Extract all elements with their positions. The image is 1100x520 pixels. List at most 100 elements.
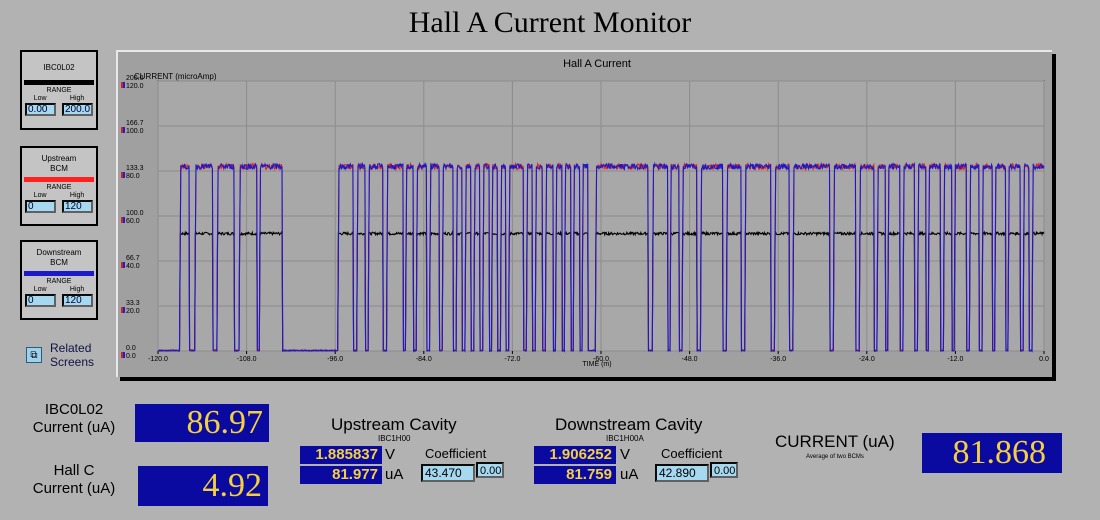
- ibc0l02-range-panel: IBC0L02 RANGE Low High: [20, 50, 98, 130]
- y-tick-marker-blue: [123, 262, 125, 268]
- upstream-coefficient-input[interactable]: 43.470: [421, 464, 475, 482]
- range-high-input[interactable]: [62, 103, 93, 116]
- y-tick-marker-red: [121, 262, 123, 268]
- related-label-2: Screens: [50, 355, 95, 369]
- y-tick-label-black: 200.0: [126, 75, 144, 82]
- hallc-current-label: Hall C Current (uA): [20, 462, 128, 498]
- label-line: Hall C: [53, 462, 95, 479]
- panel-name: Downstream BCM: [36, 248, 82, 267]
- y-tick-marker-blue: [123, 82, 125, 88]
- ibc0l02-current-value: 86.97: [135, 404, 269, 442]
- y-tick-label-colored: 60.0: [126, 218, 140, 225]
- current-chart: Hall A Current CURRENT (microAmp) TIME (…: [116, 50, 1052, 377]
- y-tick-label-black: 133.3: [126, 165, 144, 172]
- series-color-bar: [24, 271, 94, 276]
- y-tick-marker-blue: [123, 127, 125, 133]
- y-tick-label-colored: 80.0: [126, 173, 140, 180]
- low-label: Low: [33, 95, 47, 102]
- label-line: IBC0L02: [44, 401, 104, 418]
- range-low-input[interactable]: [25, 294, 56, 307]
- series-color-bar: [24, 177, 94, 182]
- upstream-bcm-range-panel: Upstream BCM RANGE Low High: [20, 146, 98, 226]
- y-tick-label-black: 166.7: [126, 120, 144, 127]
- range-label: RANGE: [46, 87, 72, 94]
- y-tick-marker-blue: [123, 307, 125, 313]
- series-color-bar: [24, 80, 94, 85]
- panel-name: IBC0L02: [43, 63, 75, 72]
- copy-windows-icon[interactable]: ⧉: [26, 347, 42, 363]
- y-tick-label-black: 66.7: [126, 255, 140, 262]
- y-tick-marker-blue: [123, 217, 125, 223]
- range-high-input[interactable]: [62, 294, 93, 307]
- y-tick-marker-blue: [123, 352, 125, 358]
- range-low-input[interactable]: [25, 200, 56, 213]
- upstream-cavity-title: Upstream Cavity: [331, 415, 457, 434]
- page-title: Hall A Current Monitor: [408, 6, 692, 39]
- downstream-offset-input[interactable]: 0.00: [710, 462, 738, 478]
- x-tick-label: -48.0: [682, 356, 698, 363]
- x-tick-label: -96.0: [327, 356, 343, 363]
- coefficient-label: Coefficient: [425, 446, 487, 461]
- range-high-input[interactable]: [62, 200, 93, 213]
- upstream-offset-input[interactable]: 0.00: [476, 462, 504, 478]
- low-label: Low: [33, 192, 47, 199]
- y-tick-label-black: 100.0: [126, 210, 144, 217]
- downstream-cavity-pv: IBC1H00A: [606, 434, 644, 443]
- x-tick-label: -108.0: [237, 356, 257, 363]
- chart-title: Hall A Current: [563, 58, 631, 70]
- y-tick-label-black: 33.3: [126, 300, 140, 307]
- range-label: RANGE: [46, 278, 72, 285]
- y-tick-marker-red: [121, 172, 123, 178]
- range-low-input[interactable]: [25, 103, 56, 116]
- downstream-voltage-value: 1.906252: [534, 446, 616, 464]
- high-label: High: [69, 192, 85, 199]
- downstream-cavity-title: Downstream Cavity: [555, 415, 703, 434]
- average-current-value: 81.868: [922, 433, 1062, 473]
- average-current-sub: Average of two BCMs: [806, 454, 864, 460]
- y-tick-label-colored: 120.0: [126, 83, 144, 90]
- voltage-unit: V: [385, 446, 396, 463]
- x-tick-label: -36.0: [770, 356, 786, 363]
- y-tick-label-colored: 40.0: [126, 263, 140, 270]
- label-line: Current (uA): [32, 419, 116, 436]
- series-line-downstream-bcm: [157, 161, 1045, 353]
- x-tick-label: -24.0: [859, 356, 875, 363]
- average-current-label: CURRENT (uA): [775, 432, 895, 451]
- x-tick-label: -60.0: [593, 356, 609, 363]
- y-tick-marker-red: [121, 82, 123, 88]
- downstream-coefficient-input[interactable]: 42.890: [655, 464, 709, 482]
- y-tick-marker-red: [121, 217, 123, 223]
- y-tick-label-colored: 100.0: [126, 128, 144, 135]
- label-line: Current (uA): [32, 480, 116, 497]
- downstream-bcm-range-panel: Downstream BCM RANGE Low High: [20, 240, 98, 320]
- upstream-voltage-value: 1.885837: [300, 446, 382, 464]
- x-tick-label: -84.0: [416, 356, 432, 363]
- x-tick-label: -120.0: [148, 356, 168, 363]
- y-tick-marker-red: [121, 352, 123, 358]
- current-unit: uA: [620, 466, 639, 483]
- upstream-current-value: 81.977: [300, 466, 382, 484]
- x-tick-label: 0.0: [1039, 356, 1049, 363]
- ibc0l02-current-label: IBC0L02 Current (uA): [20, 401, 128, 437]
- chart-svg: Hall A Current CURRENT (microAmp) TIME (…: [121, 58, 1049, 368]
- y-tick-marker-blue: [123, 172, 125, 178]
- y-tick-marker-red: [121, 127, 123, 133]
- hallc-current-value: 4.92: [138, 466, 268, 506]
- high-label: High: [69, 286, 85, 293]
- y-tick-label-black: 0.0: [126, 345, 136, 352]
- related-screens-button[interactable]: ⧉ Related Screens: [26, 341, 94, 369]
- current-unit: uA: [385, 466, 404, 483]
- x-axis-label: TIME (m): [582, 361, 611, 368]
- upstream-cavity-pv: IBC1H00: [378, 434, 411, 443]
- y-tick-label-colored: 0.0: [126, 353, 136, 360]
- x-tick-label: -12.0: [947, 356, 963, 363]
- x-tick-label: -72.0: [504, 356, 520, 363]
- downstream-current-value: 81.759: [534, 466, 616, 484]
- y-axis-label: CURRENT (microAmp): [134, 72, 217, 81]
- high-label: High: [69, 95, 85, 102]
- panel-name: Upstream BCM: [41, 154, 77, 173]
- voltage-unit: V: [620, 446, 631, 463]
- coefficient-label: Coefficient: [661, 446, 723, 461]
- range-label: RANGE: [46, 184, 72, 191]
- y-tick-label-colored: 20.0: [126, 308, 140, 315]
